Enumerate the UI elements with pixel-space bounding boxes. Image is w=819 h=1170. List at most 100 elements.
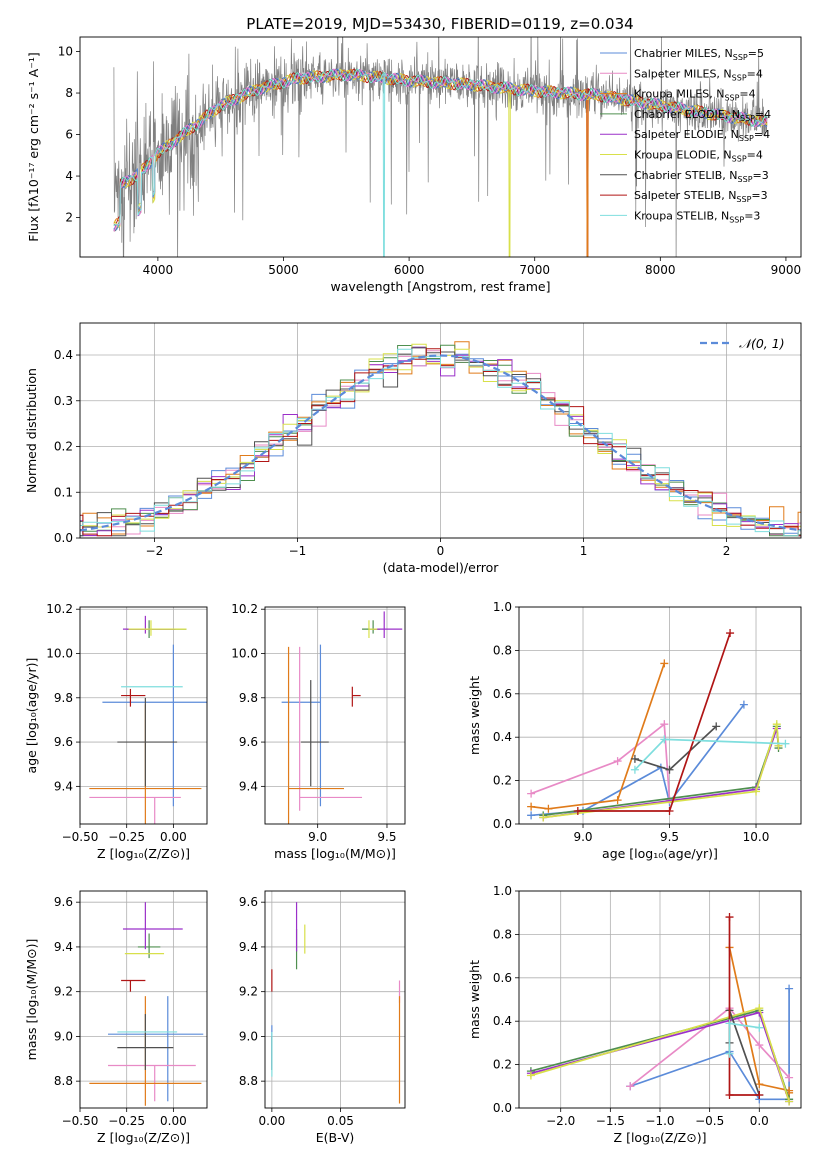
weight-marker bbox=[725, 1049, 734, 1058]
weight-marker bbox=[725, 1019, 734, 1028]
age_vs_Z-xtick-label: −0.25 bbox=[108, 830, 145, 844]
residuals-xtick-label: 0 bbox=[437, 544, 445, 558]
residual-histogram-kroupa-stelib bbox=[80, 348, 801, 537]
weight_vs_Z-ytick-label: 0.2 bbox=[493, 1058, 512, 1072]
residuals-xlabel: (data-model)/error bbox=[383, 560, 500, 575]
spectrum-axes: 4000 5000 6000 7000 8000 9000 2 4 6 8 10 wavelength… bbox=[26, 36, 802, 294]
spectrum-ytick-label: 8 bbox=[65, 86, 73, 100]
point-salpeter-stelib bbox=[351, 686, 361, 707]
weight_vs_Z-xtick-label: −0.5 bbox=[695, 1114, 724, 1128]
point-salpeter-miles bbox=[89, 796, 181, 824]
weight_vs_Z-ytick-label: 0.8 bbox=[493, 927, 512, 941]
weight_vs_Z-xtick-label: 0.0 bbox=[750, 1114, 769, 1128]
residuals-xtick-label: −2 bbox=[146, 544, 164, 558]
age_vs_Z-plot-area bbox=[89, 615, 207, 824]
weight_vs_Z-ytick-label: 1.0 bbox=[493, 884, 512, 898]
weight_vs_Z-ytick-label: 0.0 bbox=[493, 1101, 512, 1115]
mass_vs_Z-xlabel: Z [log₁₀(Z/Z⊙)] bbox=[97, 1130, 190, 1145]
weight-marker bbox=[755, 1080, 764, 1089]
residuals-ytick-label: 0.4 bbox=[54, 348, 73, 362]
point-salpeter-elodie bbox=[122, 902, 183, 950]
weight_vs_Z-ylabel: mass weight bbox=[467, 960, 482, 1039]
weight-line-chabrier-stelib bbox=[634, 725, 717, 771]
spectrum-ylabel: Flux [fλ10⁻¹⁷ erg cm⁻² s⁻¹ A⁻¹] bbox=[26, 52, 41, 241]
spectrum-xtick-label: 5000 bbox=[268, 263, 299, 277]
weight_vs_age-frame bbox=[518, 606, 802, 825]
age_vs_mass-ytick-label: 9.6 bbox=[239, 735, 258, 749]
mass_vs_Z-ytick-label: 9.6 bbox=[54, 895, 73, 909]
point-kroupa-miles bbox=[287, 646, 345, 824]
age_vs_Z-ytick-label: 9.6 bbox=[54, 735, 73, 749]
age_vs_mass-ytick-label: 10.0 bbox=[231, 647, 258, 661]
spectrum-ytick-label: 4 bbox=[65, 169, 73, 183]
weight-marker bbox=[527, 802, 536, 811]
mass_vs_EBV-ytick-label: 9.2 bbox=[239, 985, 258, 999]
weight-line-salpeter-miles bbox=[629, 1007, 790, 1087]
weight-marker bbox=[725, 913, 734, 922]
weight-marker bbox=[665, 806, 674, 815]
residuals-ylabel: Normed distribution bbox=[24, 368, 39, 493]
weight_vs_age-ytick-label: 0.2 bbox=[493, 774, 512, 788]
mass_vs_EBV-ytick-label: 9.0 bbox=[239, 1029, 258, 1043]
weight-line-chabrier-stelib bbox=[728, 1010, 761, 1096]
spectrum-xtick-label: 9000 bbox=[771, 263, 802, 277]
weight_vs_Z-axes: −2.0 −1.5 −1.0 −0.5 0.0 0.0 0.2 0.4 0.6 0.8 1.0 Z [… bbox=[467, 884, 802, 1145]
weight-marker bbox=[527, 789, 536, 798]
spectrum-title: PLATE=2019, MJD=53430, FIBERID=0119, z=0… bbox=[246, 15, 633, 33]
weight-line-kroupa-elodie bbox=[543, 723, 780, 819]
model-spectrum-salpeter-miles bbox=[113, 68, 768, 232]
weight_vs_Z-xtick-label: −1.0 bbox=[645, 1114, 674, 1128]
legend-label: Salpeter ELODIE, NSSP=4 bbox=[634, 128, 770, 143]
weight_vs_age-axes: 9.0 9.5 10.0 0.0 0.2 0.4 0.6 0.8 1.0 age [log₁₀(a… bbox=[467, 600, 802, 861]
weight-marker bbox=[712, 722, 721, 731]
point-chabrier-stelib bbox=[117, 1014, 174, 1070]
mass_vs_EBV-xtick-label: 0.00 bbox=[259, 1114, 286, 1128]
weight-marker bbox=[781, 739, 790, 748]
point-chabrier-elodie bbox=[362, 620, 381, 634]
legend-label: Salpeter STELIB, NSSP=3 bbox=[634, 189, 768, 204]
point-kroupa-elodie bbox=[128, 620, 187, 636]
weight_vs_Z-plot-area bbox=[526, 913, 794, 1106]
weight_vs_Z-ytick-label: 0.6 bbox=[493, 971, 512, 985]
spectrum-ytick-label: 2 bbox=[65, 211, 73, 225]
age_vs_mass-ytick-label: 10.2 bbox=[231, 602, 258, 616]
mass_vs_Z-ytick-label: 8.8 bbox=[54, 1074, 73, 1088]
weight_vs_age-ylabel: mass weight bbox=[467, 676, 482, 755]
spectrum-xtick-label: 7000 bbox=[519, 263, 550, 277]
age_vs_mass-ytick-label: 9.4 bbox=[239, 779, 258, 793]
weight-marker bbox=[526, 1071, 535, 1080]
point-salpeter-miles bbox=[299, 646, 363, 811]
weight_vs_Z-xtick-label: −1.5 bbox=[596, 1114, 625, 1128]
weight-marker bbox=[544, 804, 553, 813]
residuals-ytick-label: 0.1 bbox=[54, 485, 73, 499]
weight-line-salpeter-stelib bbox=[577, 632, 731, 812]
weight_vs_age-ytick-label: 0.6 bbox=[493, 687, 512, 701]
weight_vs_Z-frame bbox=[518, 890, 802, 1109]
observed-spectrum bbox=[113, 37, 768, 257]
weight_vs_age-xlabel: age [log₁₀(age/yr)] bbox=[602, 846, 718, 861]
weight_vs_age-ytick-label: 0.8 bbox=[493, 643, 512, 657]
age_vs_Z-xtick-label: 0.00 bbox=[160, 830, 187, 844]
weight-marker bbox=[660, 720, 669, 729]
age_vs_mass-xtick-label: 9.0 bbox=[308, 830, 327, 844]
mass_vs_EBV-plot-area bbox=[271, 902, 401, 1104]
age_vs_Z-ytick-label: 10.2 bbox=[46, 602, 73, 616]
weight-marker bbox=[630, 765, 639, 774]
age_vs_mass-xtick-label: 9.5 bbox=[377, 830, 396, 844]
weight_vs_Z-ytick-label: 0.4 bbox=[493, 1014, 512, 1028]
spectrum-plot-area bbox=[113, 37, 768, 257]
point-chabrier-miles bbox=[281, 644, 322, 807]
point-chabrier-stelib bbox=[301, 680, 329, 787]
weight-marker bbox=[785, 1097, 794, 1106]
weight_vs_age-xtick-label: 9.5 bbox=[660, 830, 679, 844]
weight-marker bbox=[660, 659, 669, 668]
residuals-axes: −2 −1 0 1 2 0.0 0.1 0.2 0.3 0.4 (data-model)/error… bbox=[24, 322, 802, 575]
age_vs_Z-xtick-label: −0.50 bbox=[62, 830, 99, 844]
mass_vs_EBV-ytick-label: 9.6 bbox=[239, 895, 258, 909]
residuals-xtick-label: 2 bbox=[723, 544, 731, 558]
weight_vs_age-plot-area bbox=[527, 629, 790, 822]
weight-marker bbox=[755, 1090, 764, 1099]
weight_vs_Z-xtick-label: −2.0 bbox=[546, 1114, 575, 1128]
age_vs_Z-ytick-label: 10.0 bbox=[46, 647, 73, 661]
